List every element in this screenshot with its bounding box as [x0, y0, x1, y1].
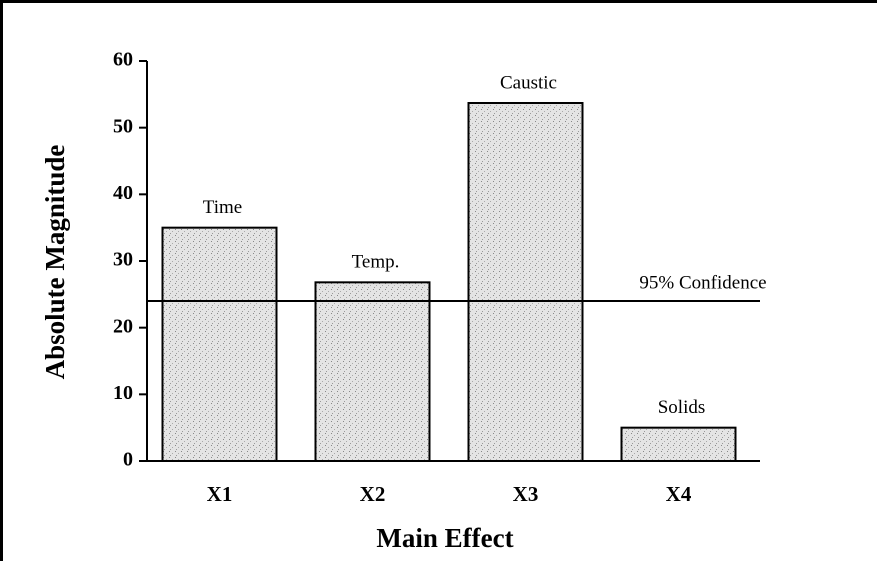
bar-label: Solids	[658, 397, 706, 418]
bar-label: Temp.	[352, 252, 400, 273]
x-tick-label: X4	[666, 482, 692, 506]
y-tick-label: 60	[113, 49, 133, 71]
confidence-label: 95% Confidence	[639, 272, 766, 293]
bar-label: Caustic	[500, 72, 557, 93]
y-tick-label: 20	[113, 315, 133, 337]
x-tick-label: X1	[207, 482, 233, 506]
bar	[314, 281, 431, 463]
x-axis-title: Main Effect	[376, 523, 513, 553]
bar-label: Time	[203, 197, 242, 218]
bar	[620, 426, 737, 462]
x-tick-label: X3	[513, 482, 539, 506]
y-tick-label: 10	[113, 382, 133, 404]
y-tick-label: 50	[113, 115, 133, 137]
bar	[467, 102, 584, 462]
bar	[161, 226, 278, 462]
y-tick-label: 0	[123, 449, 133, 471]
x-tick-label: X2	[360, 482, 386, 506]
y-tick-label: 30	[113, 249, 133, 271]
y-tick-label: 40	[113, 182, 133, 204]
y-axis-title: Absolute Magnitude	[40, 145, 70, 380]
